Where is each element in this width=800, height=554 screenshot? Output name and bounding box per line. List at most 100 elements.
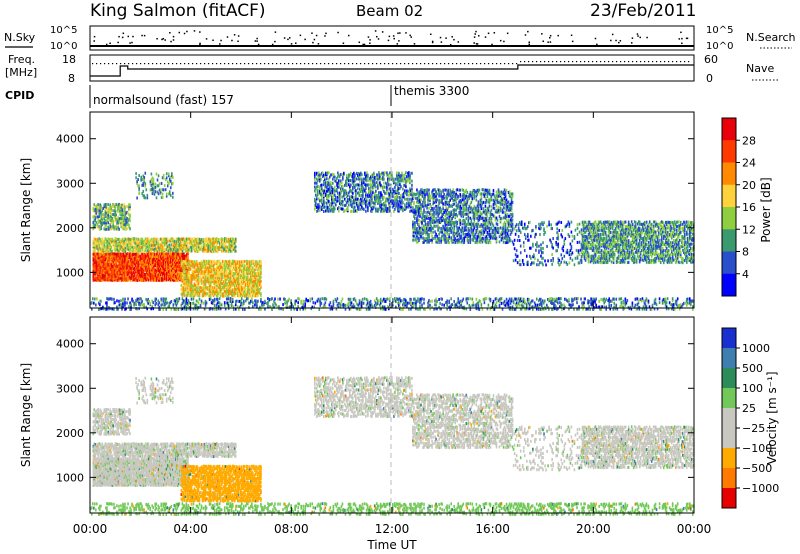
power-echo bbox=[168, 252, 170, 255]
power-echo bbox=[413, 196, 415, 199]
power-echo bbox=[145, 237, 147, 240]
nsky-point bbox=[485, 36, 487, 38]
power-echo bbox=[368, 183, 370, 186]
nave-point bbox=[224, 63, 225, 64]
nsky-point bbox=[194, 30, 196, 32]
nave-point bbox=[668, 61, 669, 62]
nave-point bbox=[236, 63, 237, 64]
nave-point bbox=[384, 63, 385, 64]
power-echo bbox=[433, 211, 435, 214]
radar-summary-plot: King Salmon (fitACF) Beam 02 23/Feb/2011… bbox=[0, 0, 800, 554]
nave-point bbox=[352, 63, 353, 64]
nave-point bbox=[612, 61, 613, 62]
power-echo bbox=[335, 196, 337, 199]
nsky-point bbox=[206, 38, 208, 40]
nave-tick-top: 60 bbox=[704, 53, 718, 66]
power-echo bbox=[413, 201, 415, 204]
nave-point bbox=[372, 63, 373, 64]
power-echo bbox=[144, 182, 146, 185]
nave-point bbox=[440, 63, 441, 64]
power-echo bbox=[219, 260, 221, 263]
power-echo bbox=[185, 271, 187, 274]
nsky-point bbox=[343, 42, 345, 44]
power-echo bbox=[129, 204, 131, 207]
power-echo bbox=[342, 185, 344, 188]
power-echo bbox=[361, 173, 363, 176]
power-echo bbox=[326, 177, 328, 180]
power-echo bbox=[352, 192, 354, 195]
nave-point bbox=[524, 61, 525, 62]
power-echo bbox=[424, 200, 426, 203]
nave-point bbox=[160, 63, 161, 64]
nsky-point bbox=[304, 39, 306, 41]
nsky-point bbox=[681, 43, 683, 45]
nsky-point bbox=[397, 32, 399, 34]
nsearch-tick-top: 10^5 bbox=[706, 25, 733, 36]
power-echo bbox=[442, 189, 444, 192]
power-echo bbox=[163, 174, 165, 177]
power-echo bbox=[355, 189, 357, 192]
power-echo bbox=[241, 260, 243, 263]
power-echo bbox=[359, 180, 361, 183]
power-echo bbox=[321, 184, 323, 187]
nave-point bbox=[476, 63, 477, 64]
nsky-point bbox=[318, 43, 320, 45]
nave-point bbox=[124, 63, 125, 64]
nsky-point bbox=[388, 40, 390, 42]
nave-point bbox=[196, 63, 197, 64]
power-echo bbox=[356, 177, 358, 180]
nave-point bbox=[592, 61, 593, 62]
power-echo bbox=[405, 171, 407, 174]
power-echo bbox=[432, 231, 434, 234]
nsky-point bbox=[199, 44, 201, 46]
power-echo bbox=[167, 240, 169, 243]
power-echo bbox=[407, 198, 409, 201]
nave-point bbox=[112, 63, 113, 64]
power-echo bbox=[102, 213, 104, 216]
nave-point bbox=[192, 63, 193, 64]
nave-point bbox=[516, 63, 517, 64]
power-echo bbox=[112, 250, 114, 253]
power-echo bbox=[398, 172, 400, 175]
nsky-point bbox=[316, 35, 318, 37]
power-echo bbox=[151, 172, 153, 175]
nsky-point bbox=[376, 36, 378, 38]
power-echo bbox=[357, 187, 359, 190]
nave-point bbox=[264, 63, 265, 64]
nsky-point bbox=[430, 34, 432, 36]
power-echo bbox=[375, 190, 377, 193]
nave-point bbox=[492, 63, 493, 64]
power-echo bbox=[161, 182, 163, 185]
power-echo bbox=[365, 210, 367, 213]
nsky-point bbox=[109, 43, 111, 45]
power-echo bbox=[206, 237, 208, 240]
power-echo bbox=[338, 206, 340, 209]
nave-point bbox=[392, 63, 393, 64]
nsky-point bbox=[169, 32, 171, 34]
power-echo bbox=[370, 202, 372, 205]
power-echo bbox=[144, 196, 146, 199]
power-echo bbox=[400, 194, 402, 197]
power-echo bbox=[232, 268, 234, 271]
power-echo bbox=[334, 186, 336, 189]
nave-point bbox=[120, 63, 121, 64]
nsky-point bbox=[314, 39, 316, 41]
power-echo bbox=[235, 250, 237, 253]
nave-point bbox=[220, 63, 221, 64]
nave-point bbox=[128, 63, 129, 64]
nave-point bbox=[260, 63, 261, 64]
power-echo bbox=[412, 206, 414, 209]
power-echo bbox=[350, 184, 352, 187]
power-echo bbox=[342, 200, 344, 203]
nsky-point bbox=[117, 42, 119, 44]
nsky-point bbox=[405, 32, 407, 34]
nsky-point bbox=[680, 32, 682, 34]
power-echo bbox=[115, 213, 117, 216]
power-echo bbox=[197, 260, 199, 263]
power-echo bbox=[421, 188, 423, 191]
power-echo bbox=[170, 194, 172, 197]
nsky-point bbox=[300, 35, 302, 37]
power-echo bbox=[394, 186, 396, 189]
power-echo bbox=[249, 260, 251, 263]
power-echo bbox=[402, 201, 404, 204]
